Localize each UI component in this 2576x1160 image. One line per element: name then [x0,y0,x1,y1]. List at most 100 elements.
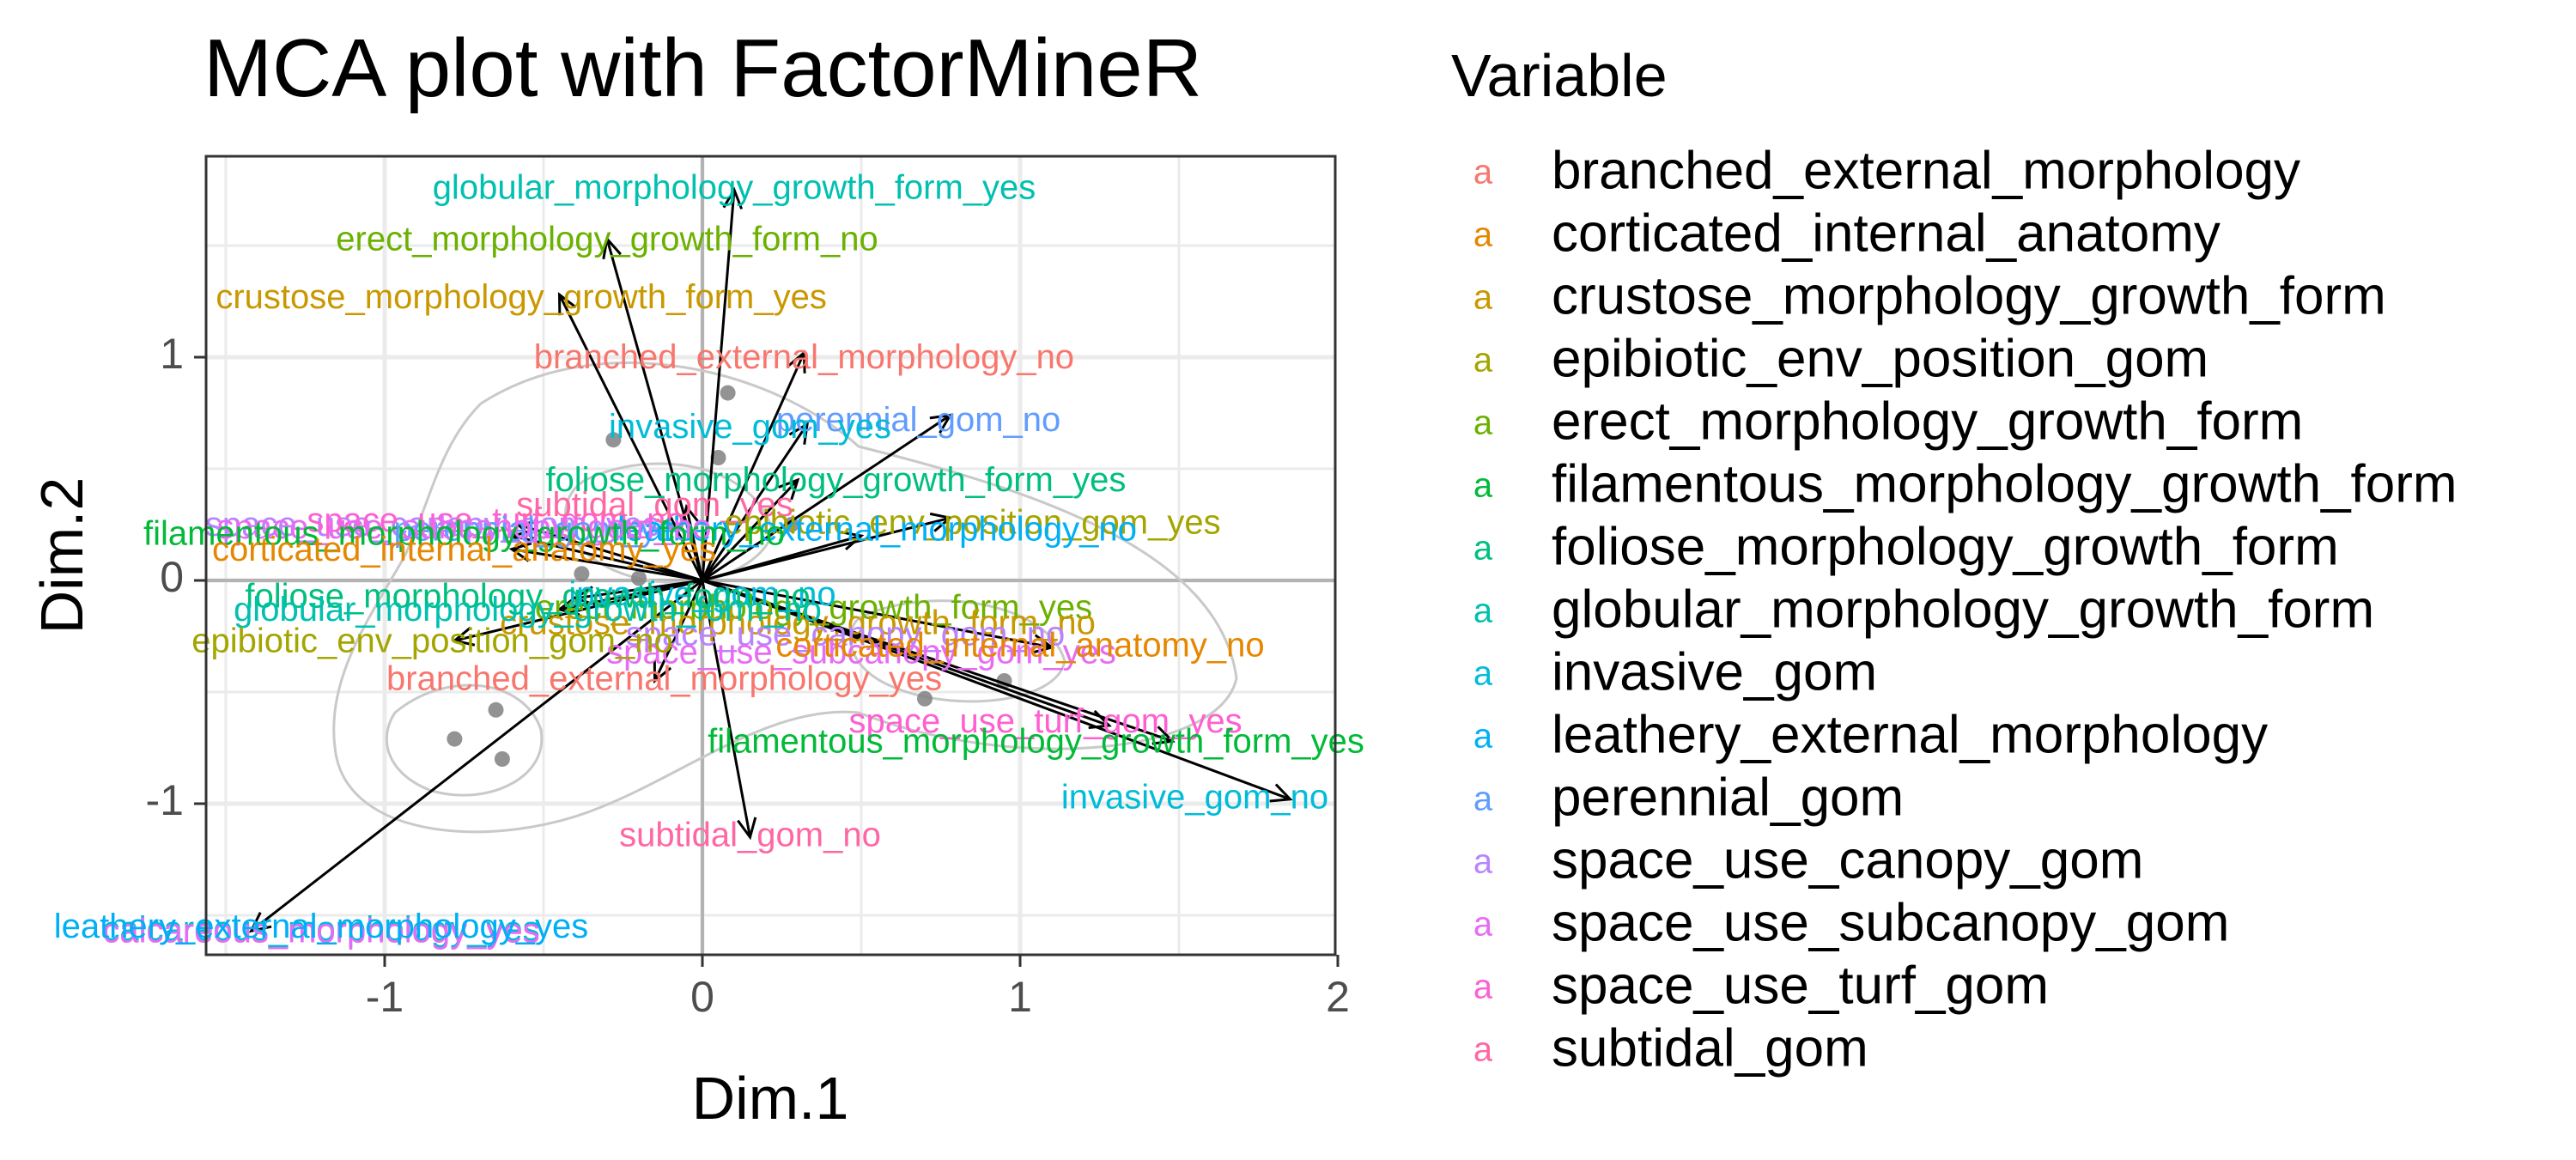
legend-key-glyph: a [1473,906,1493,944]
grid-lines [206,156,1335,955]
legend-key-glyph: a [1473,780,1493,818]
variable-label: leathery_external_morphology_yes [54,908,589,945]
observation-point [447,731,463,747]
variable-label: space_use_canopy_gom_no [626,616,1066,653]
arrow-head [248,912,272,933]
arrow-shaft [250,579,703,932]
variable-label: foliose_morphology_growth_form_no [245,577,810,615]
observation-point [631,570,647,586]
legend-entry-label: subtidal_gom [1552,1018,1868,1078]
y-tick-label: 1 [160,330,184,378]
arrow-head [787,349,806,374]
observation-points [447,385,1012,767]
arrow-head [602,235,622,260]
legend-entry: a erect_morphology_growth_form [1473,392,2303,451]
arrow-head [653,659,672,684]
variable-label: globular_morphology_growth_form_yes [433,169,1036,207]
variable-label: leathery_external_morphology_no [617,510,1137,548]
arrow-head [722,186,744,210]
legend-entry-label: perennial_gom [1552,768,1904,827]
density-contour-inner-left [385,683,544,797]
observation-point [917,690,933,707]
legend-entry: a leathery_external_morphology [1473,705,2268,764]
variable-label: space_use_turf_gom_yes [849,702,1242,740]
legend-key-glyph: a [1473,655,1493,693]
legend-entry-label: globular_morphology_growth_form [1552,580,2374,639]
arrow-head [1269,783,1293,803]
arrow-head [1151,726,1176,745]
legend-key-glyph: a [1473,718,1493,756]
legend-entry-label: corticated_internal_anatomy [1552,203,2221,263]
observation-point [574,566,590,582]
arrow-head [778,477,800,501]
legend-key-glyph: a [1473,404,1493,442]
legend-entry: a crustose_morphology_growth_form [1473,266,2386,325]
variable-labels: space_use_canopy_gom_yesspace_use_turf_g… [54,169,1364,950]
arrow-head [680,503,701,527]
legend-entry: a globular_morphology_growth_form [1473,580,2374,639]
arrow-head [508,530,532,550]
variable-label: space_use_canopy_gom_yes [205,506,659,544]
variable-label: invasive_gom_yes [609,408,891,446]
variable-label: foliose_morphology_growth_form_yes [545,461,1126,499]
axis-ticks: -1 0 1 2 -1 0 1 [146,330,1350,1021]
y-axis-title: Dim.2 [28,477,95,635]
arrow-shaft [574,579,703,600]
arrow-head [557,292,577,316]
arrow-shaft [702,414,951,582]
legend-key-glyph: a [1473,843,1493,881]
legend-entry: a subtidal_gom [1473,1018,1868,1078]
observation-point [720,385,736,401]
arrow-shaft [702,579,1174,743]
variable-label: filamentous_morphology_growth_form_no [143,515,785,553]
variable-label: branched_external_morphology_yes [386,660,942,698]
arrow-shaft [605,238,704,581]
variable-label: space_use_turf_gom_no [307,501,684,539]
variable-label: globular_morphology_growth_form_no [234,591,822,629]
x-tick-label: 1 [1008,973,1032,1021]
variable-label: filamentous_morphology_growth_form_yes [708,722,1364,760]
arrow-head [737,817,757,841]
legend-entry-label: space_use_turf_gom [1552,956,2049,1015]
x-tick-label: 0 [690,973,714,1021]
legend-key-glyph: a [1473,279,1493,317]
arrow-shaft [702,534,862,582]
arrow-shaft [517,523,703,582]
arrow-shaft [454,579,703,642]
variable-label: invasive_gom_no [568,575,835,613]
density-contour-outer [332,361,1238,834]
arrow-head [929,512,953,532]
variable-label: erect_morphology_growth_form_no [336,220,878,258]
arrow-head [515,519,539,540]
legend-key-glyph: a [1473,216,1493,254]
legend-entry-label: branched_external_morphology [1552,141,2300,200]
x-tick-label: -1 [366,973,404,1021]
legend-key-glyph: a [1473,1031,1493,1069]
legend-entry: a perennial_gom [1473,768,1904,827]
arrow-shaft [701,580,751,838]
chart-title: MCA plot with FactorMineR [204,22,1202,114]
variable-label: epibiotic_env_position_gom_yes [724,504,1220,542]
variable-label: space_use_subcanopy_gom_yes [606,633,1116,671]
legend-key-glyph: a [1473,154,1493,191]
arrow-shaft [701,478,799,582]
variable-label: crustose_morphology_growth_form_yes [216,278,826,316]
legend-entry-label: crustose_morphology_growth_form [1552,266,2386,325]
arrow-head [788,422,810,445]
legend-entry: a space_use_subcanopy_gom [1473,893,2229,952]
arrow-shaft [558,294,704,581]
legend-entry: a branched_external_morphology [1473,141,2300,200]
legend-key-glyph: a [1473,592,1493,630]
legend-entry-label: filamentous_morphology_growth_form [1552,454,2458,513]
arrow-head [508,542,532,562]
arrow-head [929,413,953,434]
arrow-shaft [653,580,704,682]
arrow-shaft [701,352,805,581]
arrow-shaft [702,579,1291,801]
legend-entry-label: foliose_morphology_growth_form [1552,517,2339,576]
y-tick-label: -1 [146,776,184,824]
observation-point [488,701,504,718]
variable-arrows [248,186,1293,933]
